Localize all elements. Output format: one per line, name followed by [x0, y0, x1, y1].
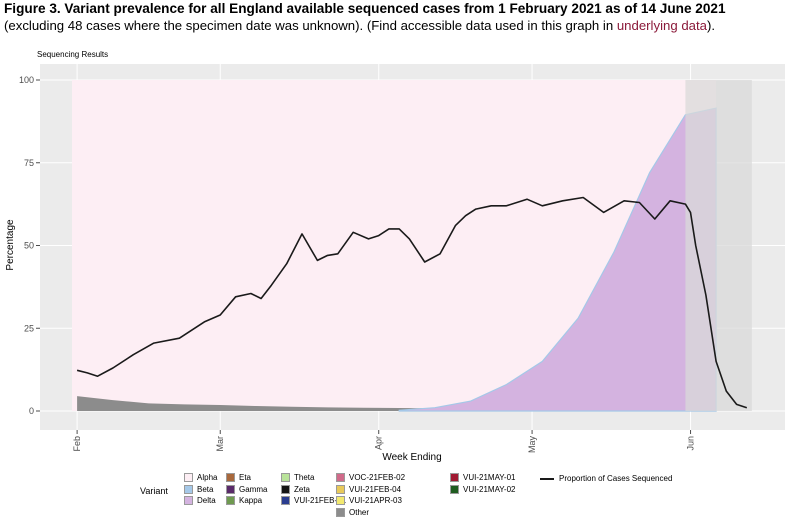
underlying-data-link[interactable]: underlying data	[616, 18, 708, 33]
figure-caption: Figure 3. Variant prevalence for all Eng…	[4, 0, 796, 34]
legend-label: Beta	[197, 484, 214, 494]
legend-swatch	[336, 496, 345, 506]
area-series	[72, 80, 717, 412]
legend-swatch	[226, 496, 235, 506]
line-key-label: Proportion of Cases Sequenced	[559, 474, 673, 483]
x-tick-label: May	[527, 436, 537, 454]
legend-item-zeta: Zeta	[281, 484, 346, 496]
x-axis-ticks: Feb Mar Apr May Jun	[72, 430, 696, 454]
legend-label: Theta	[294, 473, 315, 483]
y-tick-label: 75	[24, 158, 34, 168]
legend-item-vui-21may-01: VUI-21MAY-01	[450, 472, 515, 484]
legend-line-item: Proportion of Cases Sequenced	[540, 474, 672, 483]
area-other	[77, 396, 717, 411]
legend-label: VOC-21FEB-02	[349, 473, 406, 483]
legend-swatch	[226, 473, 235, 483]
legend-column: VUI-21MAY-01 VUI-21MAY-02	[450, 472, 515, 495]
subtitle-text: (excluding 48 cases where the specimen d…	[4, 18, 617, 33]
variant-prevalence-chart: 0 25 50 75 100 Feb Mar Apr May Jun Week Ending P…	[5, 64, 785, 463]
legend-item-alpha: Alpha	[184, 472, 217, 484]
line-series	[76, 196, 748, 409]
legend-item-kappa: Kappa	[226, 495, 267, 507]
legend-swatch	[281, 473, 290, 483]
proportion-sequenced-line	[76, 196, 748, 409]
legend-item-beta: Beta	[184, 484, 217, 496]
x-tick-label: Mar	[215, 436, 225, 452]
legend-item-other: Other	[336, 507, 405, 519]
legend-item-vui-21feb-04: VUI-21FEB-04	[336, 484, 405, 496]
legend-label: VUI-21MAY-02	[463, 484, 516, 494]
legend-label: VUI-21MAY-01	[463, 473, 516, 483]
y-axis-ticks: 0 25 50 75 100	[19, 75, 40, 416]
legend-column: VOC-21FEB-02 VUI-21FEB-04 VUI-21APR-03 Othe…	[336, 472, 405, 518]
figure-title: Figure 3. Variant prevalence for all Eng…	[4, 1, 726, 16]
x-tick-label: Jun	[686, 436, 696, 451]
legend-label: Kappa	[239, 496, 263, 506]
legend-item-theta: Theta	[281, 472, 346, 484]
line-key-swatch	[540, 477, 554, 480]
legend-item-eta: Eta	[226, 472, 267, 484]
panel-label: Sequencing Results	[37, 50, 109, 59]
legend-column: Alpha Beta Delta	[184, 472, 217, 507]
legend-label: Eta	[239, 473, 252, 483]
x-tick-label: Feb	[72, 436, 82, 452]
legend-swatch	[336, 473, 345, 483]
y-tick-label: 50	[24, 241, 34, 251]
legend-swatch	[226, 484, 235, 494]
legend-column: Eta Gamma Kappa	[226, 472, 267, 507]
legend-item-gamma: Gamma	[226, 484, 267, 496]
legend-title: Variant	[140, 486, 168, 496]
legend-swatch	[450, 473, 459, 483]
y-tick-label: 100	[19, 75, 34, 85]
legend-item-voc-21feb-02: VOC-21FEB-02	[336, 472, 405, 484]
legend-item-vui-21feb-01: VUI-21FEB-01	[281, 495, 346, 507]
x-axis-title: Week Ending	[382, 452, 441, 463]
subtitle-end: ).	[707, 18, 716, 33]
legend-swatch	[281, 496, 290, 506]
legend-swatch	[336, 484, 345, 494]
legend-swatch	[281, 484, 290, 494]
y-tick-label: 0	[29, 406, 34, 416]
legend-label: Other	[349, 507, 370, 517]
legend-column: Theta Zeta VUI-21FEB-01	[281, 472, 346, 507]
legend-label: VUI-21FEB-01	[294, 496, 347, 506]
legend-label: VUI-21APR-03	[349, 496, 402, 506]
legend-swatch	[184, 484, 193, 494]
legend-swatch	[184, 473, 193, 483]
legend-item-delta: Delta	[184, 495, 217, 507]
y-tick-label: 25	[24, 323, 34, 333]
legend-item-vui-21may-02: VUI-21MAY-02	[450, 484, 515, 496]
legend-label: Alpha	[197, 473, 218, 483]
legend-label: VUI-21FEB-04	[349, 484, 402, 494]
x-tick-label: Apr	[374, 436, 384, 450]
figure-subtitle: (excluding 48 cases where the specimen d…	[4, 17, 796, 34]
legend-label: Zeta	[294, 484, 311, 494]
y-axis-title: Percentage	[5, 219, 16, 271]
legend-label: Delta	[197, 496, 216, 506]
legend-swatch	[450, 484, 459, 494]
legend-swatch	[336, 507, 345, 517]
legend-swatch	[184, 496, 193, 506]
legend-label: Gamma	[239, 484, 268, 494]
legend-item-vui-21apr-03: VUI-21APR-03	[336, 495, 405, 507]
